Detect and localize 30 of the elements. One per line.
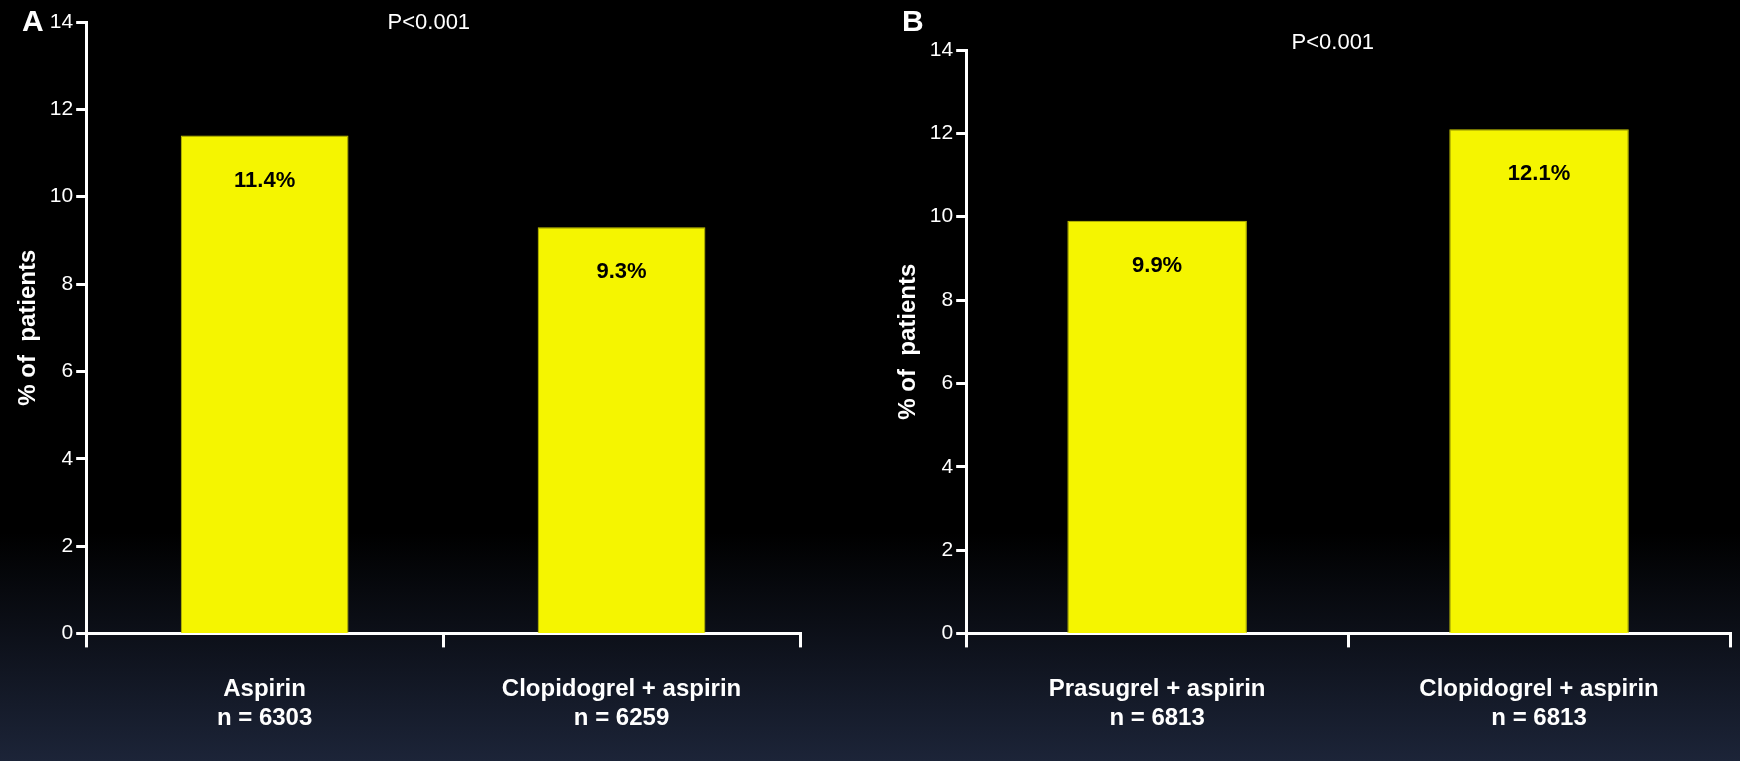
y-axis-title: % of patients bbox=[13, 249, 41, 406]
data-label: 9.9% bbox=[1132, 251, 1183, 277]
y-tick-label: 12 bbox=[49, 96, 74, 120]
data-label: 12.1% bbox=[1507, 160, 1571, 186]
y-tick-label: 12 bbox=[929, 120, 954, 144]
y-axis-title: % of patients bbox=[893, 263, 921, 420]
annotation: P<0.001 bbox=[387, 9, 471, 35]
y-tick-label: 10 bbox=[929, 203, 954, 227]
x-tick-label: Aspirin n = 6303 bbox=[216, 674, 313, 731]
x-tick-label: Prasugrel + aspirin n = 6813 bbox=[1048, 674, 1266, 731]
y-tick-label: 10 bbox=[49, 183, 74, 207]
y-tick-label: 8 bbox=[61, 270, 74, 294]
y-tick-label: 14 bbox=[49, 8, 74, 32]
text: A bbox=[22, 4, 44, 38]
y-tick-label: 2 bbox=[61, 532, 74, 556]
annotation: P<0.001 bbox=[1291, 29, 1375, 55]
data-label: 9.3% bbox=[596, 258, 647, 284]
x-tick-label: Clopidogrel + aspirin n = 6259 bbox=[501, 674, 742, 731]
y-tick-label: 0 bbox=[61, 620, 74, 644]
y-tick-label: 2 bbox=[941, 536, 954, 560]
y-tick-label: 6 bbox=[61, 358, 74, 382]
y-tick-label: 0 bbox=[941, 620, 954, 644]
text: B bbox=[902, 4, 924, 38]
y-tick-label: 4 bbox=[61, 445, 74, 469]
data-label: 11.4% bbox=[234, 166, 296, 192]
x-tick-label: Clopidogrel + aspirin n = 6813 bbox=[1419, 674, 1659, 731]
y-tick-label: 8 bbox=[941, 286, 954, 310]
y-tick-label: 14 bbox=[929, 36, 954, 60]
y-tick-label: 6 bbox=[941, 370, 954, 394]
y-tick-label: 4 bbox=[941, 453, 954, 477]
